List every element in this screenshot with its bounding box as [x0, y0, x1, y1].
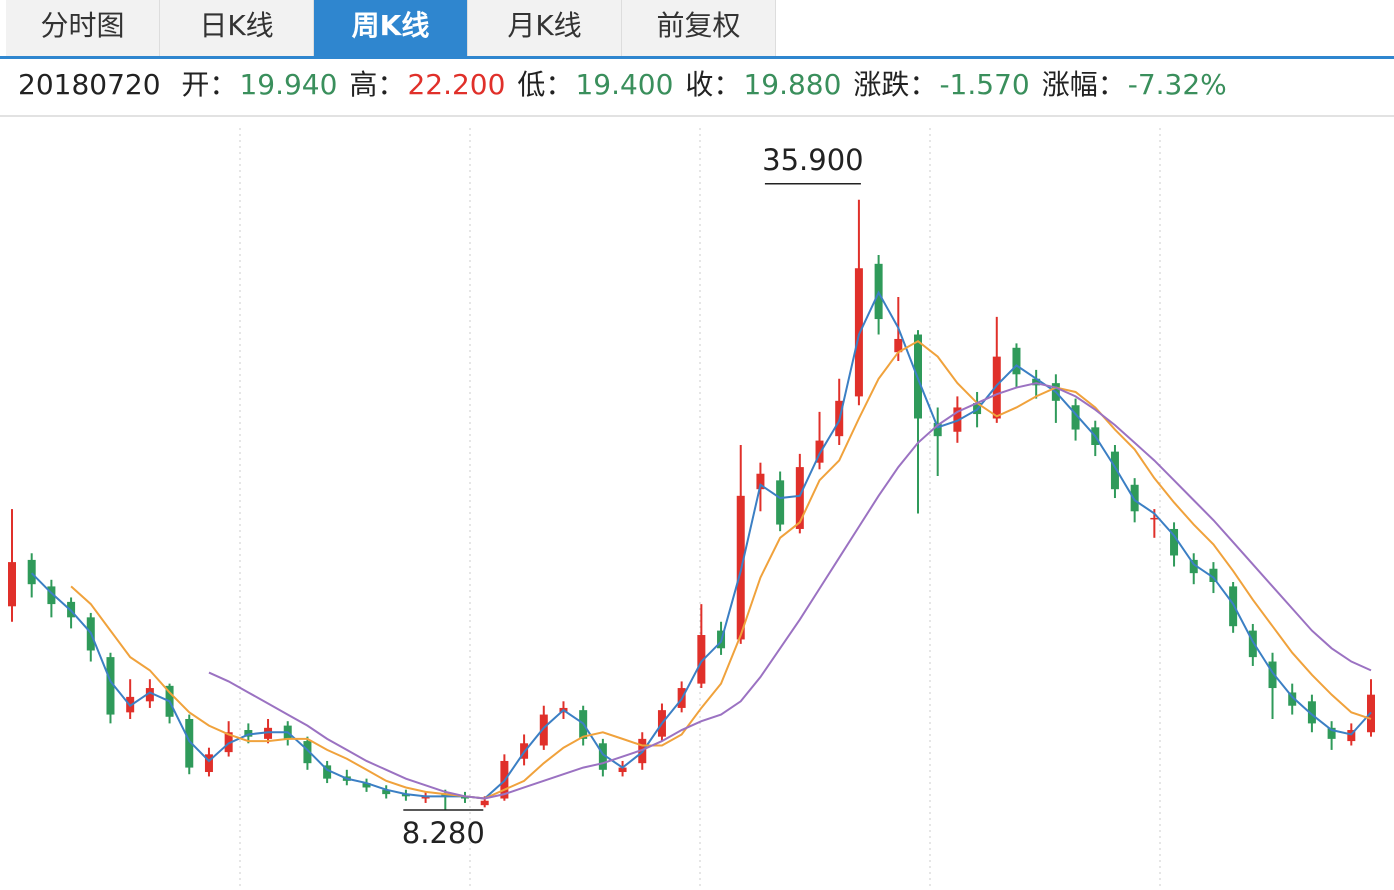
field-value: -1.570	[939, 68, 1030, 101]
candle-body	[815, 440, 824, 463]
field-value: 19.940	[239, 68, 338, 101]
field-value: 22.200	[407, 68, 506, 101]
tab[interactable]: 月K线	[468, 0, 622, 56]
candle-body	[264, 727, 273, 739]
candle-body	[894, 338, 903, 353]
info-row: 20180720 开：19.940 高：22.200 低：19.400 收：19.88…	[0, 59, 1394, 117]
field-value: -7.32%	[1127, 68, 1227, 101]
candle-body	[1209, 568, 1218, 582]
candle-body	[1130, 484, 1139, 512]
candle-body	[1012, 347, 1021, 375]
candle-body	[539, 714, 548, 746]
candle-body	[303, 741, 312, 764]
candle-body	[204, 754, 213, 773]
candle-body	[1170, 528, 1179, 556]
candle-body	[1110, 451, 1119, 490]
max-label: 35.900	[762, 143, 863, 177]
candle-body	[1189, 559, 1198, 574]
moving-average	[30, 290, 1372, 800]
candle-body	[992, 356, 1001, 419]
candle-body	[697, 635, 706, 684]
candle-body	[362, 783, 371, 788]
field-label: 高：	[349, 68, 406, 101]
candle-body	[8, 562, 16, 607]
field-label: 涨跌：	[853, 68, 938, 101]
candle-body	[618, 767, 627, 773]
candle-body	[441, 794, 450, 797]
field-value: 19.400	[575, 68, 674, 101]
candle-body	[47, 586, 56, 605]
candle-body	[382, 789, 391, 795]
candle-body	[224, 732, 233, 753]
candle-body	[1071, 405, 1080, 430]
tab[interactable]: 周K线	[314, 0, 468, 56]
tab[interactable]: 分时图	[6, 0, 160, 56]
candle-body	[145, 688, 154, 702]
candle-body	[776, 480, 785, 525]
candle-body	[1229, 586, 1238, 627]
candle-body	[1032, 378, 1041, 386]
date: 20180720	[18, 68, 161, 101]
candle-body	[480, 800, 489, 806]
candle-body	[244, 730, 253, 737]
candle-body	[795, 467, 804, 529]
tab[interactable]: 前复权	[622, 0, 776, 56]
candle-body	[421, 796, 430, 799]
candle-body	[106, 657, 115, 715]
moving-average	[70, 339, 1372, 800]
candle-body	[1268, 661, 1277, 689]
field-label: 收：	[685, 68, 742, 101]
field-label: 低：	[517, 68, 574, 101]
field-label: 开：	[181, 68, 238, 101]
moving-average	[208, 382, 1372, 800]
candle-body	[598, 743, 607, 770]
candle-body	[1347, 730, 1356, 742]
candle-body	[185, 718, 194, 768]
candle-body	[27, 559, 36, 585]
candle-body	[756, 473, 765, 490]
candle-body	[1327, 727, 1336, 739]
candle-body	[1248, 630, 1257, 658]
min-label: 8.280	[402, 816, 485, 850]
tab-bar: 分时图 日K线 周K线 月K线 前复权	[0, 0, 1394, 59]
field-value: 19.880	[743, 68, 842, 101]
field-label: 涨幅：	[1041, 68, 1126, 101]
tab[interactable]: 日K线	[160, 0, 314, 56]
candle-body	[461, 796, 469, 799]
candle-body	[1288, 692, 1297, 706]
candle-body	[933, 422, 942, 437]
candle-body	[1307, 701, 1316, 724]
candle-body	[323, 765, 332, 779]
candle-body	[1150, 517, 1159, 520]
candle-body	[401, 794, 410, 797]
